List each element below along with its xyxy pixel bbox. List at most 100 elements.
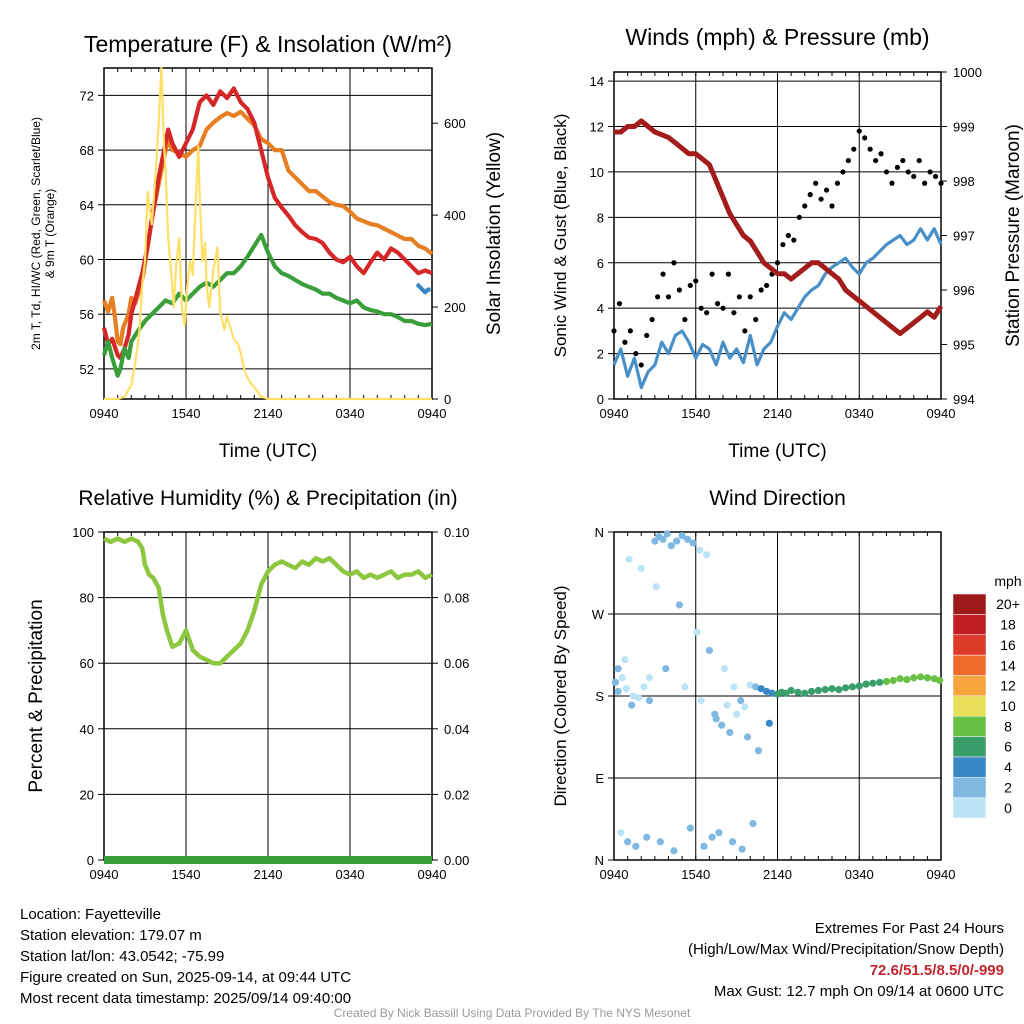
- direction-point: [618, 674, 626, 682]
- gust-point: [682, 316, 688, 323]
- chart-title: Relative Humidity (%) & Precipitation (i…: [78, 487, 457, 510]
- y-tick-label: 10: [590, 165, 604, 180]
- x-tick-label: 0940: [418, 867, 447, 882]
- plot-frame: [613, 71, 942, 400]
- direction-point: [882, 677, 891, 686]
- chart-title: Temperature (F) & Insolation (W/m²): [84, 31, 452, 57]
- direction-point: [754, 747, 763, 755]
- direction-point: [670, 847, 678, 855]
- y-axis-label: Sonic Wind & Gust (Blue, Black): [551, 114, 570, 358]
- series-line: [101, 86, 433, 361]
- colorbar-swatch: [952, 756, 987, 778]
- gust-point: [883, 169, 890, 175]
- y2-tick-label: 0.08: [444, 591, 469, 606]
- gust-point: [867, 146, 873, 152]
- gust-point: [922, 180, 928, 186]
- colorbar-tick-label: 12: [1000, 678, 1016, 694]
- y-axis-label-line: & 9m T (Orange): [43, 189, 57, 279]
- colorbar-tick-label: 4: [1004, 759, 1012, 775]
- x-tick-label: 0940: [927, 867, 956, 882]
- y-tick-label: 60: [80, 252, 94, 267]
- direction-point: [634, 694, 643, 702]
- direction-point: [617, 829, 625, 837]
- extremes-title: Extremes For Past 24 Hours: [814, 920, 1004, 937]
- colorbar-tick-label: 16: [1000, 637, 1016, 653]
- direction-point: [794, 688, 802, 696]
- direction-point: [614, 665, 622, 673]
- direction-point: [737, 696, 745, 705]
- y-axis-label: Direction (Colored By Speed): [551, 585, 570, 806]
- direction-point: [801, 689, 809, 697]
- y-tick-label: 80: [80, 591, 94, 606]
- gust-point: [655, 294, 661, 300]
- y-axis-label: 2m T, Td, HI/WC (Red, Green, Scarlet/Blu…: [29, 117, 57, 350]
- gust-point: [671, 260, 677, 266]
- y-axis-label-line: 2m T, Td, HI/WC (Red, Green, Scarlet/Blu…: [29, 117, 43, 350]
- direction-point: [640, 683, 648, 691]
- y2-tick-label: 997: [953, 229, 975, 244]
- elevation-text: Station elevation: 179.07 m: [20, 927, 202, 944]
- gust-point: [665, 294, 672, 300]
- direction-point: [730, 683, 738, 691]
- direction-point: [723, 701, 731, 709]
- y-tick-label: 0: [597, 392, 604, 407]
- y2-tick-label: 995: [953, 338, 975, 353]
- y-tick-label: 6: [597, 256, 604, 271]
- gust-point: [627, 328, 633, 334]
- y2-tick-label: 600: [444, 116, 466, 131]
- colorbar-tick-label: 8: [1004, 718, 1012, 734]
- gust-point: [693, 278, 699, 284]
- direction-point: [712, 715, 720, 723]
- gust-point: [862, 135, 868, 141]
- direction-point: [738, 845, 746, 853]
- plot-frame: [613, 531, 942, 861]
- direction-point: [645, 674, 654, 682]
- y-tick-label: 4: [597, 301, 604, 316]
- direction-point: [705, 646, 713, 655]
- y2-tick-label: 0.06: [444, 656, 469, 671]
- direction-point: [637, 564, 645, 573]
- direction-point: [656, 838, 664, 846]
- extremes-info: Extremes For Past 24 Hours (High/Low/Max…: [688, 918, 1004, 1002]
- y-tick-label: 40: [80, 722, 94, 737]
- direction-point: [752, 683, 760, 691]
- y2-tick-label: 0.02: [444, 787, 469, 802]
- y-tick-label: 56: [80, 307, 94, 322]
- gust-point: [823, 187, 830, 193]
- y-tick-label: 60: [80, 656, 94, 671]
- gust-point: [791, 237, 797, 243]
- gust-point: [829, 203, 835, 209]
- direction-point: [678, 532, 686, 540]
- x-tick-label: 0340: [336, 406, 365, 421]
- direction-point: [663, 530, 671, 538]
- direction-point: [814, 686, 822, 695]
- x-tick-label: 0940: [600, 406, 629, 421]
- location-text: Location: Fayetteville: [20, 906, 161, 923]
- extremes-values: 72.6/51.5/8.5/0/-999: [869, 962, 1004, 979]
- gust-point: [714, 301, 721, 307]
- direction-point: [675, 601, 684, 609]
- created-text: Figure created on Sun, 2025-09-14, at 09…: [20, 969, 352, 986]
- direction-point: [673, 537, 681, 545]
- colorbar-swatch: [952, 715, 987, 737]
- direction-point: [869, 679, 877, 687]
- colorbar-tick-label: 20+: [996, 596, 1020, 612]
- temperature-panel: Temperature (F) & Insolation (W/m²) 0940 1…: [29, 31, 505, 462]
- gust-point: [720, 305, 726, 311]
- direction-point: [662, 665, 670, 673]
- direction-point: [667, 542, 675, 550]
- direction-point: [782, 689, 790, 697]
- y-tick-label: 100: [72, 525, 94, 540]
- gust-point: [834, 180, 841, 186]
- direction-point: [632, 842, 640, 850]
- direction-point: [910, 674, 918, 682]
- direction-point: [629, 692, 637, 700]
- x-tick-label: 1540: [681, 406, 710, 421]
- colorbar-tick-label: 6: [1004, 739, 1012, 755]
- direction-point: [733, 710, 741, 718]
- direction-point: [728, 838, 737, 846]
- gust-point: [731, 310, 737, 316]
- series-line: [415, 282, 431, 295]
- chart-title: Winds (mph) & Pressure (mb): [625, 24, 929, 50]
